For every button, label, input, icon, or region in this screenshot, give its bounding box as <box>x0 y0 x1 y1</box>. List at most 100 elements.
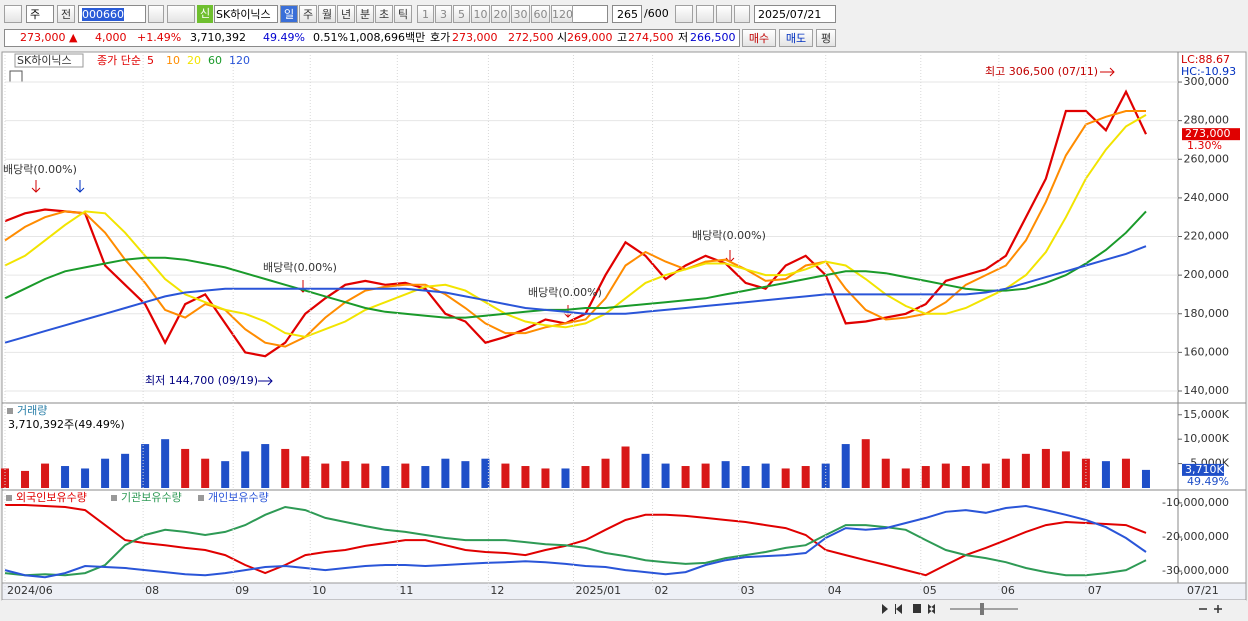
chart: 140,000 160,000 180,000 200,000 220,000 240,0… <box>1 51 1247 620</box>
volume-bar <box>801 466 810 488</box>
avg-button[interactable]: 평 <box>816 29 836 47</box>
series-line <box>4 245 1147 344</box>
series-line <box>4 114 1147 338</box>
volume-bar <box>1021 453 1030 488</box>
volume-bar <box>961 466 970 488</box>
low: 266,500 <box>690 31 736 44</box>
buy-button[interactable]: 매수 <box>742 29 776 47</box>
scroll-controls[interactable] <box>882 603 1222 615</box>
amount: 1,008,696백만 <box>349 31 426 44</box>
legend-item: 120 <box>229 54 250 67</box>
period-button[interactable]: 틱 <box>394 5 412 23</box>
volume-bar <box>261 444 270 488</box>
volume-bar <box>841 444 850 488</box>
volume-bar <box>121 453 130 488</box>
y-tick-label: -10,000,000 <box>1162 496 1229 509</box>
period-button[interactable]: 초 <box>375 5 393 23</box>
x-tick-label: 08 <box>145 584 159 597</box>
date-input[interactable]: 2025/07/21 <box>754 5 836 23</box>
volume-tag <box>1182 463 1224 476</box>
volume-bar <box>361 463 370 488</box>
kind-button[interactable]: 전 <box>57 5 75 23</box>
volume-bar <box>441 458 450 488</box>
volume-bar <box>201 458 210 488</box>
annotation: 배당락(0.00%) <box>692 229 766 242</box>
market-select[interactable]: 주 <box>26 5 54 23</box>
x-tick-label: 04 <box>828 584 842 597</box>
price-tag-label: 273,000 <box>1185 127 1231 140</box>
volume-bar <box>381 466 390 488</box>
settings-icon[interactable] <box>734 5 750 23</box>
name-box <box>14 53 84 68</box>
volume-bar <box>21 470 30 488</box>
volume-bar <box>781 468 790 488</box>
period-button[interactable]: 월 <box>318 5 336 23</box>
legend-swatch <box>6 495 12 501</box>
interval-button[interactable]: 60 <box>531 5 550 23</box>
interval-button[interactable]: 3 <box>435 5 452 23</box>
code-input[interactable]: 000660 <box>82 8 124 21</box>
volume-bar <box>301 456 310 488</box>
x-tick-label: 05 <box>923 584 937 597</box>
y-tick-label: 200,000 <box>1184 268 1230 281</box>
period-button[interactable]: 분 <box>356 5 374 23</box>
volume-bar <box>1081 458 1090 488</box>
interval-button[interactable]: 1 <box>417 5 434 23</box>
period-button[interactable]: 주 <box>299 5 317 23</box>
volume-bar <box>1041 448 1050 488</box>
volume-bar <box>521 466 530 488</box>
y-tick-label: 280,000 <box>1184 114 1230 127</box>
interval-button[interactable]: 20 <box>491 5 510 23</box>
interval-button[interactable]: 5 <box>453 5 470 23</box>
interval-button[interactable]: 10 <box>471 5 490 23</box>
annotation: 최고 306,500 (07/11) <box>985 65 1098 78</box>
tool-icon[interactable] <box>696 5 714 23</box>
y-tick-label: 300,000 <box>1184 75 1230 88</box>
sell-button[interactable]: 매도 <box>779 29 813 47</box>
change: 4,000 <box>95 31 127 44</box>
period-button[interactable]: 일 <box>280 5 298 23</box>
legend-swatch <box>111 495 117 501</box>
volume-bar <box>881 458 890 488</box>
sound-icon[interactable] <box>167 5 195 23</box>
volume-bar <box>981 463 990 488</box>
x-tick-label: 11 <box>399 584 413 597</box>
y-tick-label: 15,000K <box>1183 408 1229 421</box>
interval-button[interactable]: 120 <box>551 5 573 23</box>
y-tick-label: -30,000,000 <box>1162 564 1229 577</box>
volume-bar <box>501 463 510 488</box>
count-input[interactable]: 265 <box>612 5 642 23</box>
y-tick-label: 140,000 <box>1184 384 1230 397</box>
volume-subtitle: 3,710,392주(49.49%) <box>8 418 125 431</box>
volume-bar <box>761 463 770 488</box>
rate: +1.49% <box>137 31 182 44</box>
annotation: 배당락(0.00%) <box>3 163 77 176</box>
blank-select[interactable] <box>572 5 608 23</box>
period-button[interactable]: 년 <box>337 5 355 23</box>
legend-swatch <box>198 495 204 501</box>
save-icon[interactable] <box>716 5 732 23</box>
volume-bar <box>901 468 910 488</box>
series-line <box>4 505 1147 577</box>
x-axis-band <box>1 582 1247 601</box>
x-tick-label: 2024/06 <box>7 584 53 597</box>
y-tick-label: 260,000 <box>1184 152 1230 165</box>
volume-bar <box>81 468 90 488</box>
annotation: 최저 144,700 (09/19) <box>145 374 258 387</box>
volume-bar <box>141 444 150 488</box>
volume-bar <box>61 466 70 488</box>
interval-button[interactable]: 30 <box>511 5 530 23</box>
menu-icon[interactable] <box>4 5 22 23</box>
legend-item: 60 <box>208 54 222 67</box>
y-tick-label: 180,000 <box>1184 307 1230 320</box>
x-tick-label: 09 <box>235 584 249 597</box>
series-line <box>5 504 1147 577</box>
volume-bar <box>581 466 590 488</box>
search-icon[interactable] <box>148 5 164 23</box>
high-label: 고 <box>617 31 628 44</box>
volume-bar <box>421 466 430 488</box>
tool-icon[interactable] <box>675 5 693 23</box>
table-icon[interactable] <box>9 70 23 83</box>
hc-label: HC:-10.93 <box>1181 65 1236 78</box>
